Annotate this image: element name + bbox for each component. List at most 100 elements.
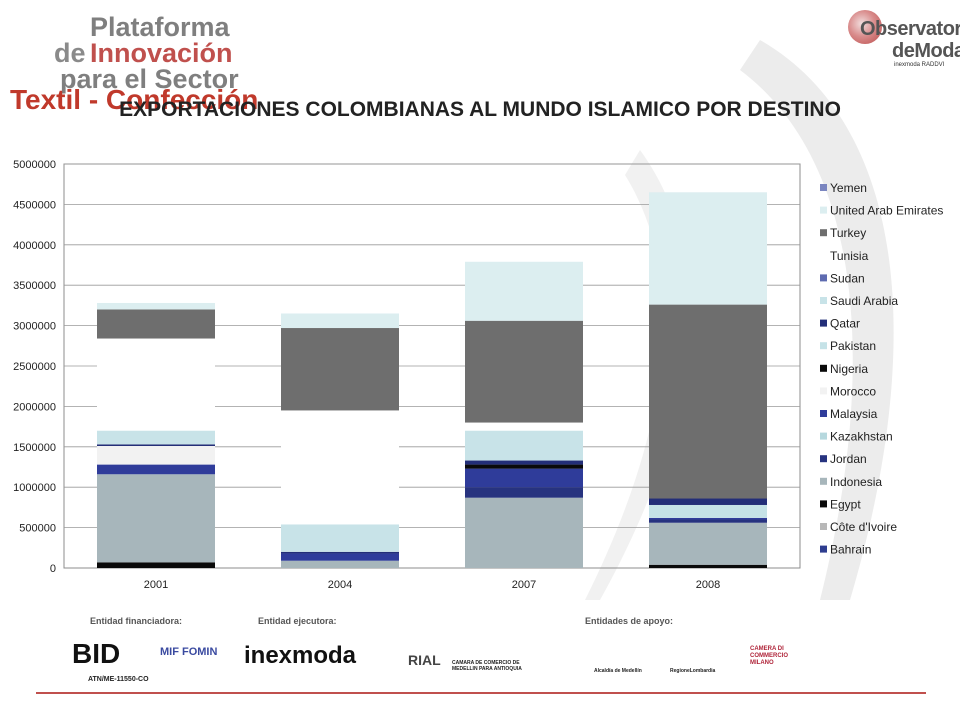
- alcaldia-medellin-logo: Alcaldía de Medellín: [594, 668, 642, 674]
- legend-label: Nigeria: [830, 362, 868, 376]
- y-tick-label: 3500000: [13, 280, 56, 292]
- rial-logo: RIAL: [408, 652, 441, 668]
- legend-swatch: [820, 274, 827, 282]
- atn-code: ATN/ME-11550-CO: [88, 676, 149, 683]
- bar-segment-qatar: [649, 498, 767, 505]
- legend-swatch: [820, 387, 827, 395]
- bar-segment-indonesia: [465, 497, 583, 568]
- stacked-bar-chart: 0 500000 1000000 1500000 2000000 2500000 30000…: [13, 159, 943, 591]
- bar-segment-united-arab-emirates: [97, 302, 215, 310]
- legend-swatch: [820, 432, 827, 440]
- bar-segment-qatar: [97, 444, 215, 446]
- y-tick-label: 2000000: [13, 401, 56, 413]
- bar-segment-tunisia: [281, 410, 399, 525]
- legend-label: Egypt: [830, 497, 861, 511]
- legend-swatch: [820, 523, 827, 530]
- bar-segment-united-arab-emirates: [465, 261, 583, 321]
- bid-logo: BID: [72, 638, 121, 669]
- logo-line-innovacion: Innovación: [90, 38, 233, 68]
- legend-label: Bahrain: [830, 543, 871, 557]
- logo-line-de: de: [54, 38, 86, 68]
- legend-label: Saudi Arabia: [830, 294, 898, 308]
- bar-segment-egypt: [97, 562, 215, 568]
- bar-segment-tunisia: [465, 422, 583, 431]
- x-tick-label: 2004: [328, 579, 352, 591]
- bar-segment-malaysia: [97, 464, 215, 475]
- observatorio-text: Observatorio: [860, 18, 960, 40]
- legend-label: Jordan: [830, 452, 867, 466]
- bar-segment-saudi-arabia: [281, 524, 399, 552]
- bar-segment-turkey: [97, 309, 215, 339]
- y-tick-label: 4500000: [13, 199, 56, 211]
- bar-segment-malaysia: [649, 517, 767, 520]
- label-entidad-financiadora: Entidad financiadora:: [90, 616, 183, 626]
- legend-label: Côte d'Ivoire: [830, 520, 897, 534]
- legend-swatch: [820, 229, 827, 237]
- bar-segment-turkey: [465, 320, 583, 423]
- legend-swatch: [820, 500, 827, 508]
- camera-commercio-milano-logo: CAMERA DI COMMERCIO MILANO: [750, 646, 788, 666]
- bar-segment-jordan: [465, 487, 583, 498]
- bar-segment-turkey: [649, 304, 767, 499]
- bar-segment-morocco: [97, 445, 215, 465]
- y-tick-label: 2500000: [13, 361, 56, 373]
- y-tick-label: 1000000: [13, 482, 56, 494]
- legend-swatch: [820, 319, 827, 327]
- legend-label: Turkey: [830, 226, 866, 240]
- observatorio-logo: Observatorio deModa inexmoda RADDVI: [836, 6, 960, 70]
- legend-label: Tunisia: [830, 249, 869, 263]
- legend-swatch: [820, 455, 827, 463]
- y-tick-label: 3000000: [13, 321, 56, 333]
- legend-swatch: [820, 410, 827, 417]
- platform-logo: Plataforma de Innovación para el Sector …: [4, 6, 258, 115]
- legend-swatch: [819, 251, 828, 260]
- legend-label: Pakistan: [830, 339, 876, 353]
- bar-segment-turkey: [281, 328, 399, 411]
- legend-swatch: [820, 184, 827, 191]
- bar-segment-nigeria: [465, 464, 583, 469]
- legend-swatch: [820, 342, 827, 350]
- regione-lombardia-logo: RegioneLombardia: [670, 668, 716, 674]
- bar-segment-indonesia: [649, 522, 767, 565]
- y-tick-label: 1500000: [13, 442, 56, 454]
- legend-swatch: [820, 477, 827, 485]
- label-entidades-apoyo: Entidades de apoyo:: [585, 616, 674, 626]
- x-tick-label: 2007: [512, 579, 536, 591]
- footer-divider: [36, 692, 926, 694]
- bar-segment-united-arab-emirates: [281, 313, 399, 329]
- legend-label: Qatar: [830, 317, 860, 331]
- camara-comercio-medellin-logo: CAMARA DE COMERCIO DE MEDELLIN PARA ANTI…: [452, 660, 522, 672]
- bar-segment-pakistan: [649, 504, 767, 518]
- chart-title: EXPORTACIONES COLOMBIANAS AL MUNDO ISLAM…: [119, 98, 841, 121]
- bar-segment-tunisia: [97, 338, 215, 431]
- y-tick-label: 4000000: [13, 240, 56, 252]
- y-tick-label: 500000: [19, 523, 56, 535]
- legend-swatch: [820, 545, 827, 553]
- bar-segment-jordan: [649, 519, 767, 523]
- logo-line-para-el-sector: para el Sector: [60, 64, 239, 94]
- legend-label: United Arab Emirates: [830, 204, 943, 218]
- legend-label: Yemen: [830, 181, 867, 195]
- demoda-text: deModa: [892, 40, 960, 62]
- logo-line-plataforma: Plataforma: [90, 12, 230, 42]
- bar-segment-qatar: [281, 551, 399, 554]
- bar-segment-united-arab-emirates: [649, 192, 767, 305]
- legend-label: Kazakhstan: [830, 430, 893, 444]
- bar-segment-saudi-arabia: [465, 430, 583, 461]
- bar-segment-malaysia: [281, 553, 399, 561]
- footer-sponsors: Entidad financiadora: Entidad ejecutora:…: [0, 606, 960, 720]
- x-tick-label: 2001: [144, 579, 168, 591]
- legend-label: Sudan: [830, 271, 865, 285]
- bar-segment-malaysia: [465, 468, 583, 488]
- label-entidad-ejecutora: Entidad ejecutora:: [258, 616, 337, 626]
- observatorio-emblem-icon: [848, 10, 882, 44]
- bar-segment-qatar: [465, 460, 583, 465]
- legend-swatch: [820, 206, 827, 214]
- legend-label: Indonesia: [830, 475, 882, 489]
- fomin-logo: MIF FOMIN: [160, 646, 218, 658]
- inexmoda-logo: inexmoda: [244, 642, 357, 669]
- legend-swatch: [820, 297, 827, 304]
- x-tick-label: 2008: [696, 579, 720, 591]
- bar-segment-indonesia: [97, 474, 215, 563]
- bar-segment-egypt: [649, 564, 767, 568]
